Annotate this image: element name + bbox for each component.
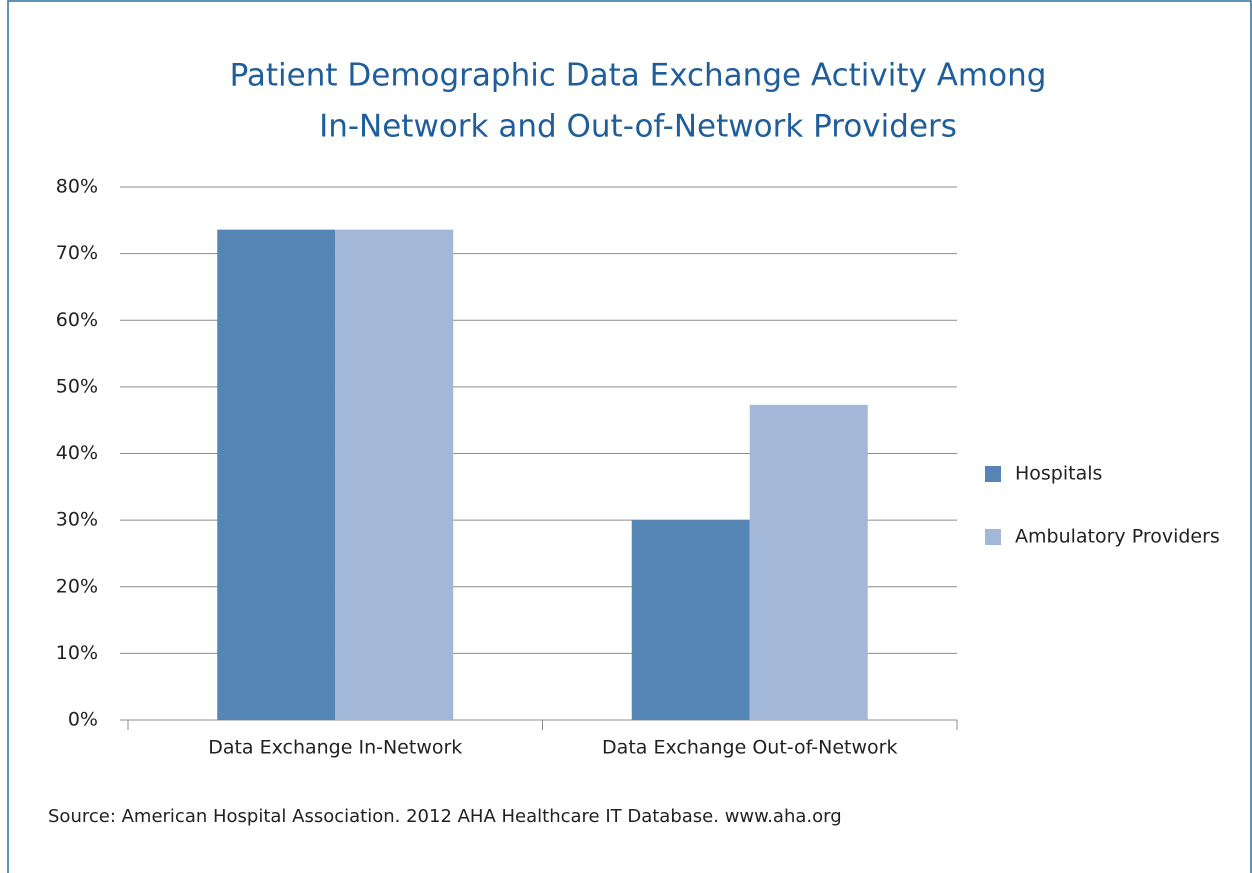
chart-title: Patient Demographic Data Exchange Activi… bbox=[230, 58, 1047, 94]
x-tick-label: Data Exchange Out-of-Network bbox=[602, 737, 897, 759]
y-tick-label: 40% bbox=[56, 442, 98, 464]
y-tick-label: 60% bbox=[56, 309, 98, 331]
y-tick-label: 50% bbox=[56, 375, 98, 397]
y-tick-label: 80% bbox=[56, 176, 98, 198]
bar bbox=[749, 404, 868, 720]
y-tick-label: 10% bbox=[56, 642, 98, 664]
x-tick-label: Data Exchange In-Network bbox=[208, 737, 462, 759]
chart-title: In-Network and Out-of-Network Providers bbox=[319, 109, 957, 145]
source-note: Source: American Hospital Association. 2… bbox=[48, 806, 842, 827]
legend-label: Ambulatory Providers bbox=[1015, 526, 1220, 548]
bar bbox=[217, 229, 336, 720]
y-tick-label: 0% bbox=[68, 709, 98, 731]
bar bbox=[631, 520, 750, 720]
frame bbox=[7, 0, 1252, 873]
legend-swatch bbox=[985, 529, 1001, 545]
legend-label: Hospitals bbox=[1015, 463, 1102, 485]
y-tick-label: 70% bbox=[56, 242, 98, 264]
bar bbox=[335, 229, 454, 720]
y-tick-label: 20% bbox=[56, 575, 98, 597]
y-tick-label: 30% bbox=[56, 509, 98, 531]
legend-swatch bbox=[985, 466, 1001, 482]
